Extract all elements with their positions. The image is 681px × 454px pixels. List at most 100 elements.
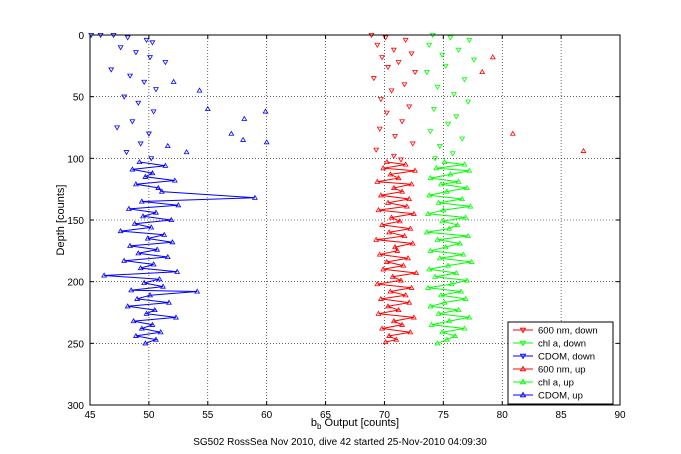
y-tick-label: 100 — [67, 154, 84, 165]
data-point — [463, 184, 470, 190]
data-point — [130, 318, 137, 324]
y-tick-label: 300 — [67, 401, 84, 412]
data-point — [435, 310, 442, 316]
data-point — [388, 214, 395, 220]
legend-label: 600 nm, down — [538, 326, 598, 337]
data-point — [443, 188, 450, 194]
x-tick-label: 90 — [614, 410, 626, 421]
data-point — [450, 92, 457, 98]
data-point — [409, 141, 416, 147]
legend-label: chl a, up — [538, 378, 574, 389]
data-point — [148, 224, 155, 230]
data-point — [132, 50, 139, 56]
data-point — [455, 47, 462, 53]
data-point — [384, 199, 391, 205]
data-point — [241, 115, 248, 121]
data-point — [183, 149, 190, 155]
x-tick-label: 45 — [84, 410, 96, 421]
data-point — [132, 332, 139, 338]
data-point — [407, 329, 414, 335]
data-point — [408, 181, 415, 187]
data-point — [435, 199, 442, 205]
chart-caption: SG502 RossSea Nov 2010, dive 42 started … — [193, 437, 487, 448]
data-point — [434, 84, 441, 90]
data-point — [390, 47, 397, 53]
data-point — [409, 240, 416, 246]
data-point — [430, 106, 437, 113]
data-point — [194, 288, 201, 294]
data-point — [152, 87, 159, 93]
data-point — [396, 218, 403, 224]
data-point — [580, 147, 587, 153]
data-point — [147, 292, 154, 298]
data-point — [426, 192, 433, 198]
data-point — [240, 136, 247, 142]
series-5 — [101, 78, 270, 346]
series-4 — [423, 158, 475, 346]
series-line — [376, 161, 417, 343]
data-point — [374, 178, 381, 184]
data-point — [384, 65, 391, 71]
data-point — [170, 78, 177, 84]
data-point — [136, 158, 143, 165]
data-point — [172, 314, 179, 320]
data-point — [148, 156, 155, 162]
legend-marker — [519, 391, 527, 398]
data-point — [141, 79, 148, 85]
data-point — [150, 261, 157, 267]
data-point — [162, 60, 169, 66]
legend-label: 600 nm, up — [538, 365, 586, 376]
data-point — [138, 325, 145, 331]
data-point — [392, 134, 399, 140]
data-point — [408, 51, 415, 57]
x-tick-label: 75 — [438, 410, 450, 421]
data-point — [263, 139, 270, 145]
legend-marker — [519, 378, 527, 385]
data-point — [169, 239, 176, 245]
data-point — [151, 306, 158, 313]
data-point — [143, 310, 150, 316]
data-point — [425, 284, 432, 290]
data-point — [397, 277, 404, 283]
series-2 — [88, 32, 169, 162]
data-point — [400, 262, 407, 268]
data-point — [395, 306, 402, 313]
data-point — [114, 125, 121, 131]
data-point — [425, 210, 432, 216]
data-point — [442, 244, 449, 250]
data-point — [423, 69, 430, 76]
data-point — [479, 68, 486, 75]
x-tick-label: 70 — [379, 410, 391, 421]
data-point — [466, 167, 473, 173]
data-point — [402, 161, 409, 167]
data-point — [436, 143, 443, 150]
data-point — [441, 299, 448, 305]
data-point — [458, 288, 464, 294]
data-point — [117, 228, 124, 234]
data-point — [129, 166, 136, 172]
data-point — [154, 246, 161, 252]
data-point — [432, 156, 439, 162]
data-point — [443, 336, 450, 342]
data-point — [470, 57, 477, 63]
data-point — [127, 73, 134, 79]
series-line — [426, 161, 472, 344]
data-point — [196, 87, 203, 93]
data-point — [164, 253, 171, 260]
data-point — [156, 276, 163, 282]
data-point — [399, 119, 406, 125]
data-point — [108, 67, 115, 73]
data-point — [174, 268, 181, 274]
data-point — [132, 181, 139, 187]
legend-marker — [519, 365, 527, 372]
legend-label: CDOM, up — [538, 391, 583, 402]
data-point — [375, 310, 382, 316]
data-point — [144, 235, 151, 241]
data-point — [152, 336, 159, 342]
data-point — [164, 142, 171, 149]
data-point — [134, 295, 141, 301]
data-point — [374, 42, 381, 48]
data-point — [392, 244, 399, 250]
data-point — [387, 288, 394, 294]
data-point — [127, 242, 134, 248]
